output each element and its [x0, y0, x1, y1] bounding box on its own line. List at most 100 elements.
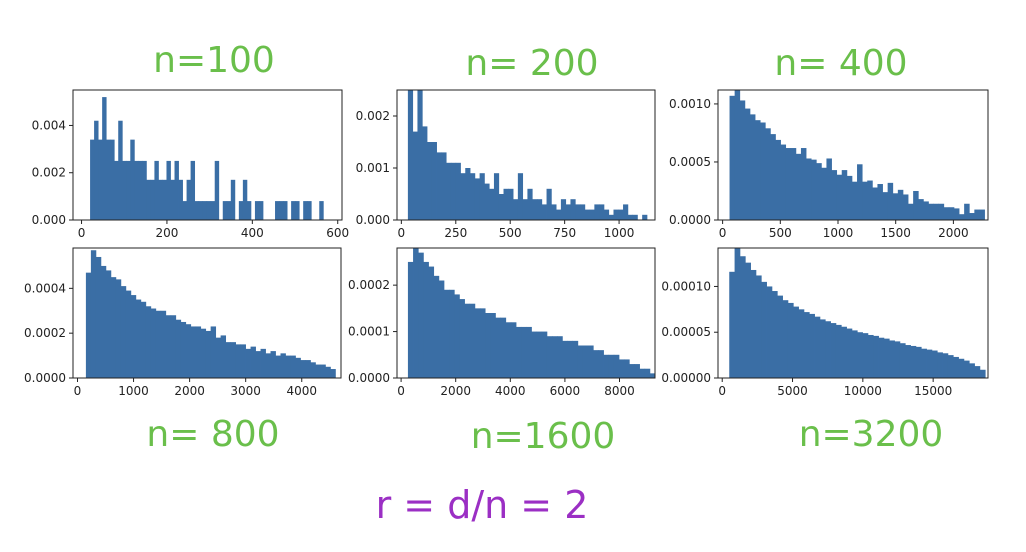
histogram-bar — [910, 345, 917, 378]
histogram-bar — [230, 342, 236, 378]
histogram-bar — [557, 336, 563, 378]
histogram-bar — [577, 345, 584, 378]
histogram-bar — [575, 204, 581, 220]
histogram-bar — [739, 100, 746, 220]
histogram-bar — [446, 162, 452, 220]
histogram-bar — [505, 322, 512, 378]
y-tick-label: 0.0000 — [669, 213, 711, 227]
y-tick-label: 0.0005 — [669, 155, 711, 169]
histogram-bar — [194, 201, 200, 220]
histogram-bar — [307, 201, 312, 220]
histogram-bar — [938, 203, 945, 220]
histogram-bar — [979, 369, 986, 378]
histogram-bar — [766, 286, 773, 378]
histogram-panel-2: 0 250 500 750 1000 0.000 0.001 0.002 — [356, 89, 656, 240]
axes-frame — [717, 89, 989, 221]
y-tick-label: 0.002 — [356, 109, 390, 123]
n-label-3200: n=3200 — [799, 414, 944, 455]
histogram-bar — [280, 353, 286, 378]
histogram-bar — [857, 164, 863, 220]
histogram-bar — [407, 261, 414, 378]
histogram-bar — [310, 362, 316, 378]
histogram-bar — [734, 248, 741, 378]
histogram-bar — [598, 350, 604, 378]
x-tick-label: 2000 — [174, 384, 205, 398]
histogram-bar — [436, 152, 442, 220]
histogram-bar — [459, 299, 465, 378]
x-tick-label: 500 — [769, 226, 792, 240]
histogram-bar — [517, 173, 524, 220]
histogram-bar — [536, 331, 543, 378]
histogram-bar — [315, 364, 321, 378]
histogram-bar — [500, 317, 507, 378]
histogram-bar — [449, 289, 455, 378]
histogram-bar — [603, 354, 610, 378]
histogram-bar — [787, 302, 794, 378]
histogram-bar — [809, 313, 815, 378]
histogram-bar — [623, 204, 629, 220]
histogram-bar — [130, 139, 135, 220]
histogram-bar — [608, 214, 614, 220]
histogram-panel-5: 0 2000 4000 6000 8000 0.0000 0.0001 0.0002 — [348, 247, 656, 398]
histogram-bar — [599, 204, 605, 220]
y-tick-label: 0.001 — [356, 161, 390, 175]
y-tick-label: 0.00005 — [661, 325, 711, 339]
histogram-bar — [729, 271, 735, 378]
histogram-bar — [242, 179, 248, 220]
histogram-bar — [90, 139, 95, 220]
histogram-bar — [178, 179, 183, 220]
ratio-formula: r = d/n = 2 — [376, 483, 589, 527]
histogram-bar — [195, 326, 202, 378]
histogram-bar — [255, 351, 261, 378]
histogram-bar — [841, 326, 847, 378]
histogram-panel-3: 0 500 1000 1500 2000 0.0000 0.0005 0.0010 — [669, 89, 989, 240]
histogram-bar — [166, 160, 171, 220]
histogram-bar — [469, 303, 476, 378]
histogram-bar — [979, 209, 985, 220]
histogram-bar — [460, 173, 466, 220]
axes-frame — [396, 247, 656, 379]
histogram-bar — [608, 354, 615, 378]
histogram-bar — [851, 181, 858, 220]
histogram-bar — [953, 356, 959, 378]
histogram-bar — [215, 337, 222, 378]
x-tick-label: 3000 — [230, 384, 261, 398]
histogram-bar — [110, 277, 117, 378]
histogram-bar — [490, 313, 496, 378]
histogram-bar — [210, 326, 217, 378]
n-labels-bottom: n= 800 n=1600 n=3200 — [146, 414, 943, 457]
histogram-bar — [894, 341, 901, 378]
histogram-bar — [165, 315, 172, 378]
histogram-bar — [546, 336, 553, 378]
histogram-bar — [489, 188, 495, 220]
histogram-bar — [806, 158, 812, 220]
y-tick-label: 0.0002 — [24, 326, 66, 340]
histogram-bar — [819, 319, 826, 378]
histogram-bar — [974, 366, 981, 378]
histogram-bar — [521, 326, 527, 378]
x-tick-label: 1000 — [604, 226, 635, 240]
histogram-bar — [556, 209, 562, 220]
histogram-bar — [937, 352, 943, 378]
x-tick-label: 0 — [718, 384, 726, 398]
x-tick-label: 0 — [719, 226, 727, 240]
histogram-bar — [291, 201, 296, 220]
x-tick-label: 1000 — [118, 384, 149, 398]
histogram-bar — [142, 160, 147, 220]
histogram-bar — [974, 209, 980, 220]
histogram-bar — [811, 159, 817, 220]
histogram-bar — [140, 301, 147, 378]
x-tick-label: 250 — [444, 226, 467, 240]
n-label-400: n= 400 — [774, 43, 907, 84]
histogram-bar — [90, 250, 97, 378]
y-tick-label: 0.004 — [32, 118, 66, 132]
x-tick-label: 0 — [397, 384, 405, 398]
histogram-bar — [265, 353, 271, 378]
histogram-bar — [589, 209, 595, 220]
histogram-bar — [122, 160, 127, 220]
histogram-bar — [438, 280, 445, 378]
x-tick-label: 0 — [74, 384, 82, 398]
histogram-bar — [290, 355, 296, 378]
histogram-bar — [760, 122, 766, 220]
